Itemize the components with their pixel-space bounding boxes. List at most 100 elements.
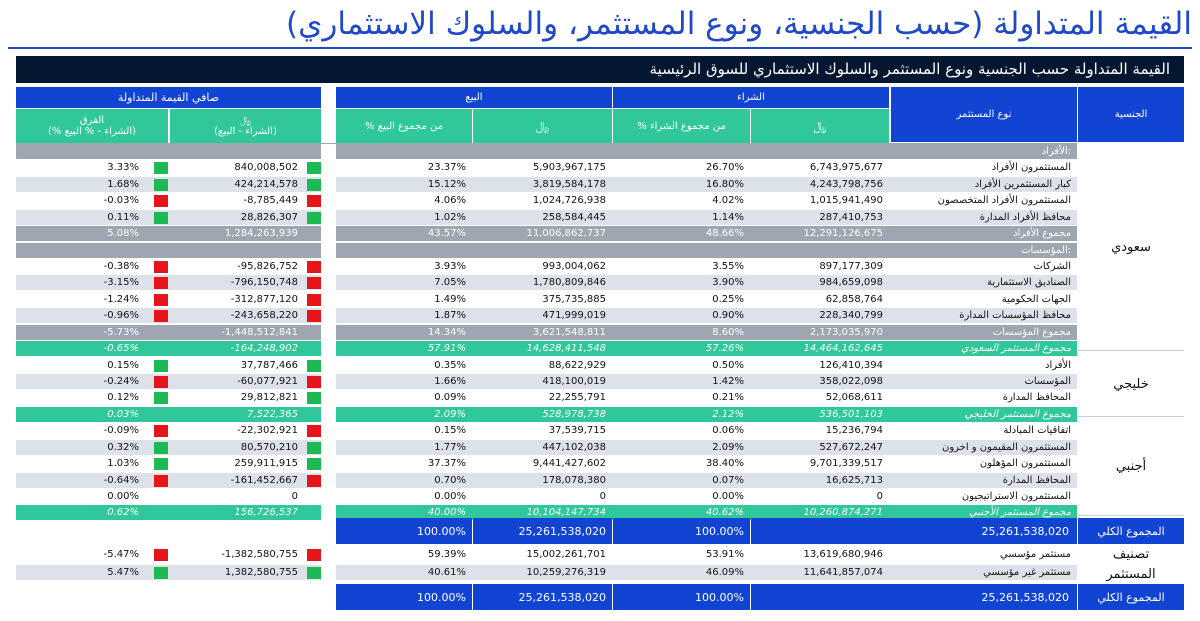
sell-value: 258,584,445	[542, 212, 606, 223]
buy-value: 358,022,098	[819, 376, 883, 387]
trade-cell-group: 1.49% 375,735,885 0.25% 62,858,764 الجهات ال…	[336, 292, 1077, 307]
buy-value: 0	[876, 491, 883, 502]
table-row: 3.33% 840,008,502 23.37% 5,903,967,175 26.70…	[0, 160, 1200, 175]
investor-type-name: المستثمرون الأفراد المتخصصون	[937, 195, 1071, 206]
net-cell-group: -3.15% -796,150,748	[16, 275, 321, 290]
positive-indicator	[154, 567, 168, 579]
sell-value: 11,006,862,737	[526, 228, 606, 239]
sell-pct-value: 23.37%	[427, 162, 466, 173]
diff-value: 0.00%	[107, 491, 139, 502]
sell-value: 10,259,276,319	[526, 567, 606, 578]
nationality-saudi: سعودي	[1078, 144, 1184, 351]
table-row: -0.65% -164,248,902 57.91% 14,628,411,548 57…	[0, 341, 1200, 356]
net-value: 28,826,307	[240, 212, 298, 223]
diff-value: 0.12%	[107, 392, 139, 403]
buy-value: 13,619,680,946	[803, 549, 883, 560]
buy-pct-value: 38.40%	[705, 458, 744, 469]
diff-value: -0.65%	[103, 343, 139, 354]
net-value: -312,877,120	[230, 294, 298, 305]
diff-value: 3.33%	[107, 162, 139, 173]
sell-pct-value: 1.02%	[434, 212, 466, 223]
trade-cell-group: 1.02% 258,584,445 1.14% 287,410,753 محافظ ال…	[336, 210, 1077, 225]
trade-cell-group: 0.35% 88,622,929 0.50% 126,410,394 الأفراد	[336, 358, 1077, 373]
diff-header-label: الفرق	[79, 115, 105, 126]
negative-indicator	[307, 425, 321, 437]
net-value-header: صافي القيمة المتداولة	[16, 87, 321, 108]
buy-pct-value: 0.90%	[712, 310, 744, 321]
sell-pct-value: 40.61%	[427, 567, 466, 578]
net-value: 7,522,365	[247, 409, 298, 420]
net-value: -796,150,748	[230, 277, 298, 288]
buy-pct-value: 3.55%	[712, 261, 744, 272]
sell-value: 3,819,584,178	[532, 179, 606, 190]
diff-value: 1.03%	[107, 458, 139, 469]
grand-total-sell: 25,261,538,020	[473, 518, 612, 544]
buy-pct-value: 48.66%	[705, 228, 744, 239]
diff-value: -5.47%	[103, 549, 139, 560]
net-currency-icon: ﷼	[239, 115, 252, 126]
sell-pct-value: 0.70%	[434, 475, 466, 486]
diff-value: -0.64%	[103, 475, 139, 486]
trade-cell-group: الأفراد:	[336, 144, 1077, 159]
trade-cell-group: 0.09% 22,255,791 0.21% 52,068,611 المحافظ ال…	[336, 390, 1077, 405]
diff-value: 0.62%	[107, 507, 139, 518]
section-row: الأفراد:	[0, 144, 1200, 159]
buy-pct-value: 0.07%	[712, 475, 744, 486]
buy-pct-value: 57.26%	[705, 343, 744, 354]
net-cell-group: 0.11% 28,826,307	[16, 210, 321, 225]
investor-type-name: المستثمرون المؤهلون	[979, 458, 1071, 469]
buy-value: 984,659,098	[819, 277, 883, 288]
investor-type-name: الصناديق الاستثمارية	[986, 277, 1071, 288]
sell-value: 418,100,019	[542, 376, 606, 387]
table-row: 0.11% 28,826,307 1.02% 258,584,445 1.14% 287,…	[0, 210, 1200, 225]
buy-pct-value: 0.50%	[712, 360, 744, 371]
net-value: 156,726,537	[234, 507, 298, 518]
sell-value: 528,978,738	[542, 409, 606, 420]
sell-pct-value: 1.66%	[434, 376, 466, 387]
net-cell-group	[16, 243, 321, 258]
table-row: -0.09% -22,302,921 0.15% 37,539,715 0.06% 15,…	[0, 423, 1200, 438]
negative-indicator	[307, 277, 321, 289]
sell-value: 375,735,885	[542, 294, 606, 305]
trade-cell-group: 14.34% 3,621,548,811 8.60% 2,173,035,970 مجم…	[336, 325, 1077, 340]
buy-value: 897,177,309	[819, 261, 883, 272]
investor-type-name: المستثمرون الاستراتيجيون	[961, 491, 1071, 502]
trade-cell-group: 15.12% 3,819,584,178 16.80% 4,243,798,756 كب…	[336, 177, 1077, 192]
table-row: 5.08% 1,284,263,939 43.57% 11,006,862,737 48…	[0, 226, 1200, 241]
sell-pct-value: 4.06%	[434, 195, 466, 206]
sell-pct-value: 1.77%	[434, 442, 466, 453]
sell-pct-value: 15.12%	[427, 179, 466, 190]
buy-value: 62,858,764	[825, 294, 883, 305]
investor-type-name: الجهات الحكومية	[1001, 294, 1071, 305]
buy-currency-header: ﷼	[751, 109, 889, 143]
table-row: 0.32% 80,570,210 1.77% 447,102,038 2.09% 527,…	[0, 440, 1200, 455]
buy-value: 2,173,035,970	[809, 327, 883, 338]
buy-pct-value: 8.60%	[712, 327, 744, 338]
trade-cell-group: 37.37% 9,441,427,602 38.40% 9,701,339,517 ال…	[336, 456, 1077, 471]
table-row: -5.73% -1,448,512,841 14.34% 3,621,548,811 8…	[0, 325, 1200, 340]
diff-value: -0.03%	[103, 195, 139, 206]
buy-pct-value: 1.42%	[712, 376, 744, 387]
net-header: ﷼ (الشراء - البيع)	[170, 109, 321, 143]
negative-indicator	[154, 294, 168, 306]
net-value: -8,785,449	[243, 195, 298, 206]
sell-pct-value: 37.37%	[427, 458, 466, 469]
grand-total-sell-pct: 100.00%	[336, 518, 472, 544]
title-underline	[8, 47, 1192, 49]
sell-pct-value: 59.39%	[427, 549, 466, 560]
negative-indicator	[307, 310, 321, 322]
positive-indicator	[307, 392, 321, 404]
positive-indicator	[307, 442, 321, 454]
sell-value: 14,628,411,548	[526, 343, 606, 354]
investor-type-name: مجموع المستثمر الأجنبي	[969, 507, 1071, 518]
trade-cell-group: المؤسسات:	[336, 243, 1077, 258]
investor-type-name: المؤسسات	[1024, 376, 1071, 387]
diff-value: 5.08%	[107, 228, 139, 239]
positive-indicator	[307, 360, 321, 372]
net-cell-group: 0.15% 37,787,466	[16, 358, 321, 373]
investor-type-name: المستثمرون المقيمون و اخرون	[941, 442, 1071, 453]
net-value: -161,452,667	[230, 475, 298, 486]
net-header-sub: (الشراء - البيع)	[214, 126, 277, 137]
sell-pct-value: 3.93%	[434, 261, 466, 272]
negative-indicator	[154, 195, 168, 207]
